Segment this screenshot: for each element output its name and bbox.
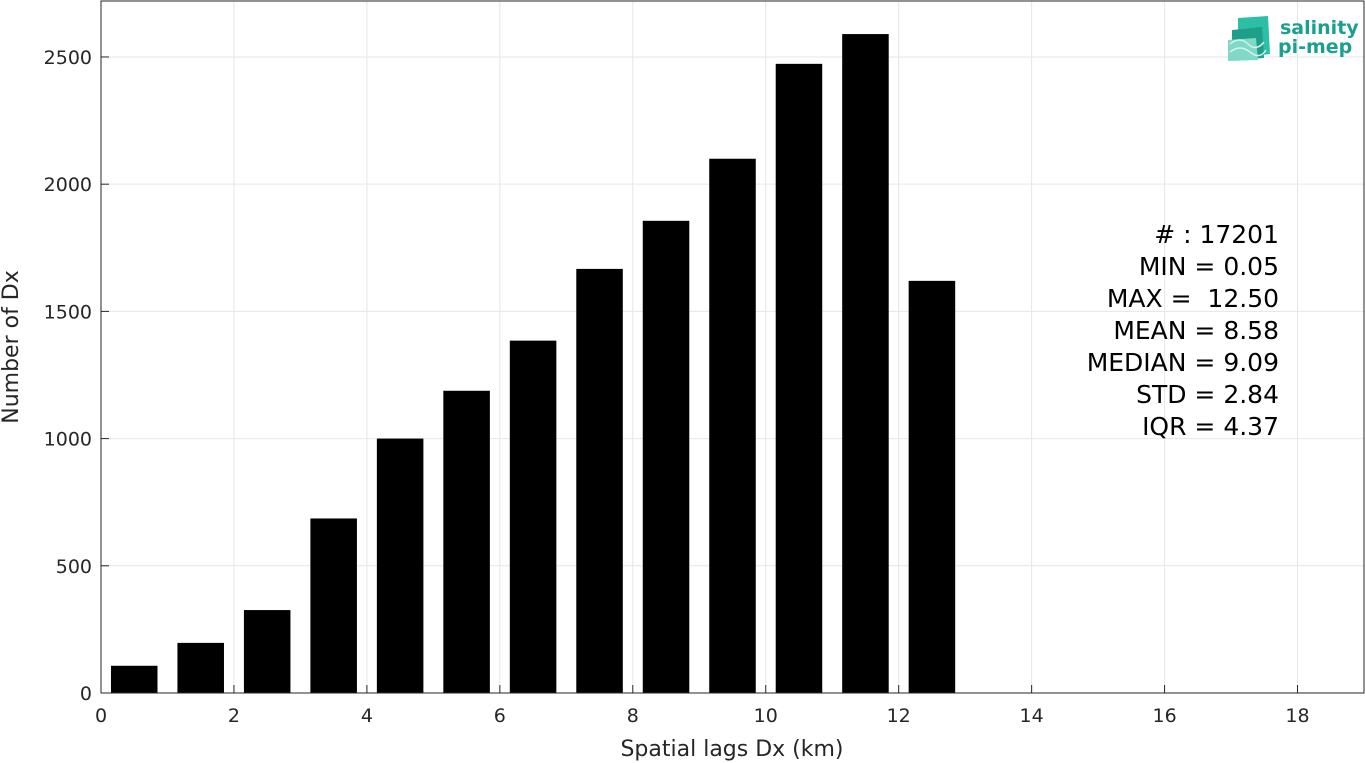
logo-line-1: salinity: [1280, 17, 1359, 39]
histogram-bar: [709, 158, 756, 693]
bars: [110, 34, 956, 693]
x-tick-label: 18: [1285, 705, 1309, 727]
histogram-bar: [509, 340, 557, 693]
statistics-box: # : 17201 MIN = 0.05 MAX = 12.50 MEAN = 8.5…: [1087, 220, 1279, 441]
x-tick-label: 4: [361, 705, 373, 727]
y-tick-label: 0: [80, 683, 92, 705]
x-tick-label: 14: [1020, 705, 1044, 727]
y-tick-label: 500: [56, 556, 92, 578]
histogram-bar: [376, 438, 424, 693]
histogram-bar: [775, 63, 823, 693]
histogram-bar: [576, 268, 623, 693]
y-tick-label: 2500: [44, 47, 92, 69]
stat-line: IQR = 4.37: [1142, 412, 1279, 441]
y-tick-label: 1000: [44, 429, 92, 451]
plot-frame: [100, 0, 1365, 694]
stat-line: MEDIAN = 9.09: [1087, 348, 1279, 377]
x-tick-label: 0: [95, 705, 107, 727]
stat-line: STD = 2.84: [1136, 380, 1279, 409]
y-tick-label: 2000: [44, 174, 92, 196]
stat-line: MIN = 0.05: [1139, 252, 1279, 281]
histogram-bar: [310, 518, 357, 693]
x-tick-label: 6: [494, 705, 506, 727]
salinity-pi-mep-logo: salinity pi-mep: [1228, 16, 1359, 61]
y-axis-title: Number of Dx: [0, 270, 24, 424]
x-tick-label: 16: [1152, 705, 1176, 727]
x-tick-label: 2: [228, 705, 240, 727]
y-tick-label: 1500: [44, 301, 92, 323]
x-tick-label: 10: [754, 705, 778, 727]
histogram-bar: [842, 34, 889, 693]
x-tick-label: 12: [887, 705, 911, 727]
y-tick-marks: 0 500 1000 1500 2000 2500: [44, 47, 109, 705]
x-tick-label: 8: [627, 705, 639, 727]
histogram-bar: [243, 610, 291, 693]
logo-line-2: pi-mep: [1278, 36, 1352, 58]
stat-line: # : 17201: [1154, 220, 1279, 249]
histogram-bar: [443, 390, 490, 693]
histogram-bar: [908, 280, 956, 693]
histogram-bar: [110, 665, 158, 693]
stat-line: MEAN = 8.58: [1113, 316, 1279, 345]
stat-line: MAX = 12.50: [1107, 284, 1279, 313]
histogram-bar: [642, 220, 690, 693]
x-tick-marks: 0 2 4 6 8 10 12 14 16 18: [95, 685, 1310, 727]
histogram-bar: [177, 642, 224, 693]
waves-icon: [1228, 16, 1270, 61]
x-axis-title: Spatial lags Dx (km): [620, 737, 843, 762]
